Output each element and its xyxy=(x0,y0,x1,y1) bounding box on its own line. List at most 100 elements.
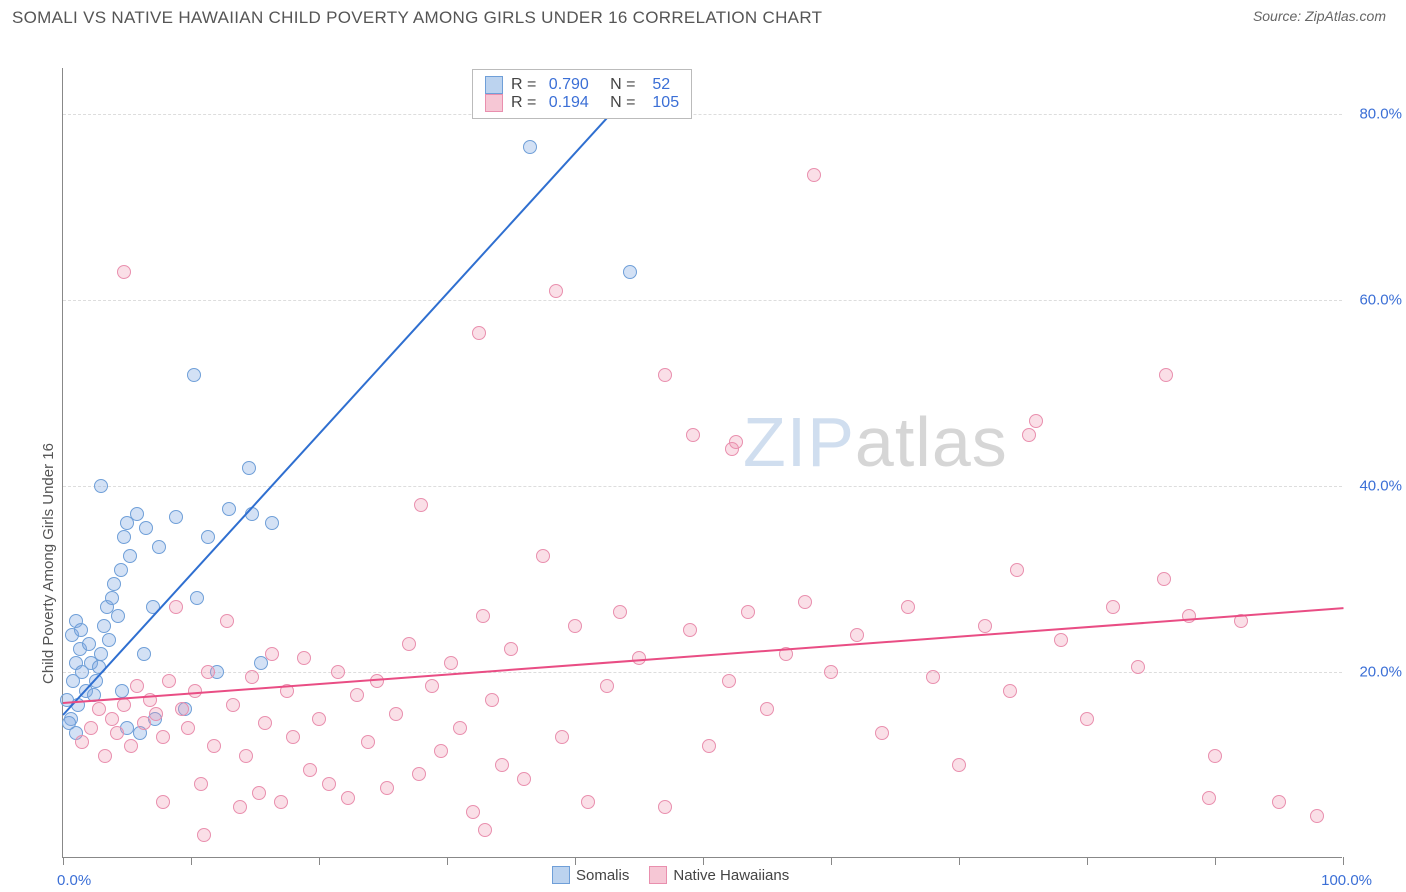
scatter-point xyxy=(1272,795,1286,809)
scatter-point xyxy=(84,721,98,735)
scatter-point xyxy=(94,479,108,493)
scatter-point xyxy=(722,674,736,688)
legend-label: Somalis xyxy=(576,867,629,884)
scatter-point xyxy=(658,368,672,382)
series-swatch xyxy=(485,94,503,112)
r-label: R = xyxy=(511,94,536,112)
scatter-point xyxy=(978,619,992,633)
scatter-point xyxy=(252,786,266,800)
gridline xyxy=(63,114,1342,115)
scatter-point xyxy=(952,758,966,772)
scatter-point xyxy=(581,795,595,809)
trend-line xyxy=(62,96,627,715)
scatter-point xyxy=(807,168,821,182)
scatter-point xyxy=(303,763,317,777)
scatter-point xyxy=(117,530,131,544)
y-tick-label: 80.0% xyxy=(1347,106,1402,123)
y-axis-label: Child Poverty Among Girls Under 16 xyxy=(40,443,57,684)
scatter-point xyxy=(117,265,131,279)
gridline xyxy=(63,486,1342,487)
chart-header: SOMALI VS NATIVE HAWAIIAN CHILD POVERTY … xyxy=(0,0,1406,32)
scatter-point xyxy=(658,800,672,814)
scatter-point xyxy=(239,749,253,763)
x-tick xyxy=(1215,857,1216,865)
scatter-point xyxy=(82,637,96,651)
scatter-point xyxy=(197,828,211,842)
scatter-point xyxy=(137,647,151,661)
scatter-point xyxy=(1182,609,1196,623)
scatter-point xyxy=(322,777,336,791)
scatter-point xyxy=(62,716,76,730)
scatter-point xyxy=(194,777,208,791)
scatter-point xyxy=(1080,712,1094,726)
scatter-point xyxy=(485,693,499,707)
x-tick xyxy=(575,857,576,865)
r-label: R = xyxy=(511,76,536,94)
scatter-point xyxy=(760,702,774,716)
legend-swatch xyxy=(552,866,570,884)
scatter-point xyxy=(1003,684,1017,698)
scatter-point xyxy=(137,716,151,730)
scatter-point xyxy=(233,800,247,814)
scatter-point xyxy=(1054,633,1068,647)
scatter-point xyxy=(124,739,138,753)
scatter-point xyxy=(258,716,272,730)
scatter-point xyxy=(156,795,170,809)
scatter-point xyxy=(517,772,531,786)
x-tick-label-min: 0.0% xyxy=(57,872,91,889)
scatter-point xyxy=(600,679,614,693)
scatter-point xyxy=(139,521,153,535)
scatter-point xyxy=(201,530,215,544)
r-value: 0.194 xyxy=(544,94,588,112)
scatter-point xyxy=(875,726,889,740)
scatter-point xyxy=(181,721,195,735)
scatter-point xyxy=(242,461,256,475)
scatter-point xyxy=(341,791,355,805)
stats-row: R = 0.194 N = 105 xyxy=(485,94,679,112)
scatter-point xyxy=(105,591,119,605)
scatter-point xyxy=(850,628,864,642)
scatter-point xyxy=(130,507,144,521)
scatter-point xyxy=(1106,600,1120,614)
scatter-point xyxy=(245,670,259,684)
scatter-point xyxy=(74,623,88,637)
scatter-point xyxy=(495,758,509,772)
chart-title: SOMALI VS NATIVE HAWAIIAN CHILD POVERTY … xyxy=(12,8,822,28)
scatter-point xyxy=(123,549,137,563)
scatter-point xyxy=(1029,414,1043,428)
scatter-point xyxy=(1010,563,1024,577)
watermark: ZIPatlas xyxy=(743,402,1008,482)
x-tick-label-max: 100.0% xyxy=(1321,872,1372,889)
scatter-point xyxy=(729,435,743,449)
scatter-point xyxy=(97,619,111,633)
scatter-point xyxy=(265,516,279,530)
scatter-point xyxy=(114,563,128,577)
scatter-point xyxy=(274,795,288,809)
scatter-point xyxy=(1310,809,1324,823)
scatter-point xyxy=(111,609,125,623)
chart-legend: Somalis Native Hawaiians xyxy=(552,866,789,884)
x-tick xyxy=(1087,857,1088,865)
scatter-point xyxy=(297,651,311,665)
scatter-point xyxy=(702,739,716,753)
scatter-point xyxy=(98,749,112,763)
scatter-point xyxy=(169,600,183,614)
legend-label: Native Hawaiians xyxy=(673,867,789,884)
scatter-point xyxy=(207,739,221,753)
scatter-point xyxy=(380,781,394,795)
scatter-point xyxy=(568,619,582,633)
scatter-point xyxy=(466,805,480,819)
x-tick xyxy=(831,857,832,865)
n-value: 105 xyxy=(644,94,680,112)
gridline xyxy=(63,300,1342,301)
scatter-point xyxy=(798,595,812,609)
scatter-point xyxy=(350,688,364,702)
y-tick-label: 40.0% xyxy=(1347,478,1402,495)
legend-swatch xyxy=(649,866,667,884)
scatter-point xyxy=(1157,572,1171,586)
scatter-point xyxy=(220,614,234,628)
scatter-point xyxy=(156,730,170,744)
scatter-point xyxy=(555,730,569,744)
correlation-stats-box: R = 0.790 N = 52R = 0.194 N = 105 xyxy=(472,69,692,119)
x-tick xyxy=(191,857,192,865)
